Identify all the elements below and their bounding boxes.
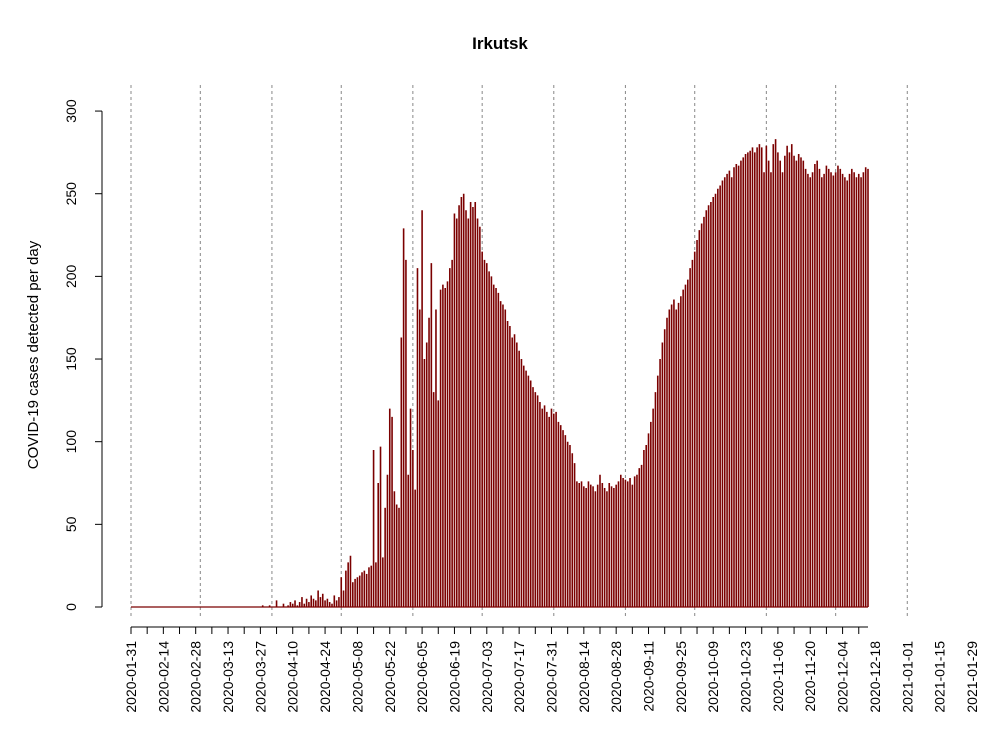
y-tick-label-0: 0 <box>63 603 79 611</box>
chart-title: Irkutsk <box>472 34 528 53</box>
x-tick-label-12: 2020-07-17 <box>511 641 527 713</box>
x-tick-label-16: 2020-09-11 <box>641 641 657 712</box>
x-tick-label-25: 2021-01-15 <box>932 641 948 713</box>
x-tick-label-8: 2020-05-22 <box>382 641 398 713</box>
x-tick-label-9: 2020-06-05 <box>414 641 430 713</box>
x-tick-label-22: 2020-12-04 <box>835 641 851 713</box>
y-tick-label-6: 300 <box>63 99 79 123</box>
y-tick-label-4: 200 <box>63 264 79 288</box>
x-tick-label-3: 2020-03-13 <box>220 641 236 713</box>
x-tick-label-24: 2021-01-01 <box>899 641 915 713</box>
x-tick-label-7: 2020-05-08 <box>349 641 365 713</box>
x-tick-label-10: 2020-06-19 <box>446 641 462 713</box>
x-tick-label-18: 2020-10-09 <box>705 641 721 713</box>
x-tick-label-21: 2020-11-20 <box>802 641 818 712</box>
x-tick-label-11: 2020-07-03 <box>479 641 495 713</box>
x-tick-label-0: 2020-01-31 <box>123 641 139 713</box>
x-tick-label-17: 2020-09-25 <box>673 641 689 713</box>
y-tick-label-3: 150 <box>63 347 79 371</box>
x-tick-label-15: 2020-08-28 <box>608 641 624 713</box>
x-tick-label-23: 2020-12-18 <box>867 641 883 713</box>
x-axis: 2020-01-31 2020-02-14 2020-02-28 2020-03-13… <box>123 626 980 713</box>
x-tick-label-13: 2020-07-31 <box>543 641 559 713</box>
y-tick-label-2: 100 <box>63 430 79 454</box>
x-tick-label-6: 2020-04-24 <box>317 641 333 713</box>
x-tick-label-5: 2020-04-10 <box>285 641 301 713</box>
y-tick-label-5: 250 <box>63 182 79 206</box>
bar-series <box>131 139 869 608</box>
y-axis-label: COVID-19 cases detected per day <box>25 240 42 469</box>
x-tick-label-2: 2020-02-28 <box>188 641 204 713</box>
x-tick-label-26: 2021-01-29 <box>964 641 980 713</box>
x-tick-label-14: 2020-08-14 <box>576 641 592 713</box>
x-tick-label-1: 2020-02-14 <box>155 641 171 713</box>
x-tick-label-4: 2020-03-27 <box>252 641 268 713</box>
y-tick-label-1: 50 <box>63 516 79 532</box>
x-tick-label-19: 2020-10-23 <box>738 641 754 713</box>
y-axis: 0 50 100 150 200 250 300 <box>63 99 103 611</box>
x-tick-label-20: 2020-11-06 <box>770 641 786 712</box>
